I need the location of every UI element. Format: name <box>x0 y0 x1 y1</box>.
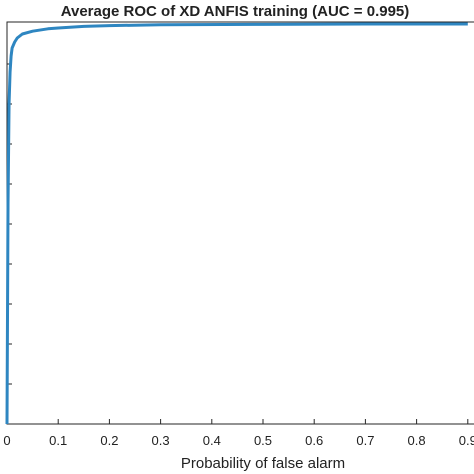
x-tick-label: 0.4 <box>203 433 221 448</box>
x-axis-label: Probability of false alarm <box>181 455 345 472</box>
x-tick-labels: 0 0.1 0.2 0.3 0.4 0.5 0.6 0.7 0.8 0.9 <box>3 433 474 448</box>
x-tick-label: 0.7 <box>356 433 374 448</box>
x-tick-label: 0.1 <box>49 433 67 448</box>
chart-title: Average ROC of XD ANFIS training (AUC = … <box>61 3 410 20</box>
plot-area <box>6 21 474 425</box>
x-tick-label: 0.6 <box>305 433 323 448</box>
roc-curve <box>5 22 468 425</box>
x-tick-label: 0 <box>3 433 10 448</box>
x-tick-label: 0.3 <box>152 433 170 448</box>
x-tick-label: 0.9 <box>459 433 474 448</box>
x-tick-label: 0.8 <box>408 433 426 448</box>
x-tick-label: 0.2 <box>100 433 118 448</box>
x-tick-label: 0.5 <box>254 433 272 448</box>
